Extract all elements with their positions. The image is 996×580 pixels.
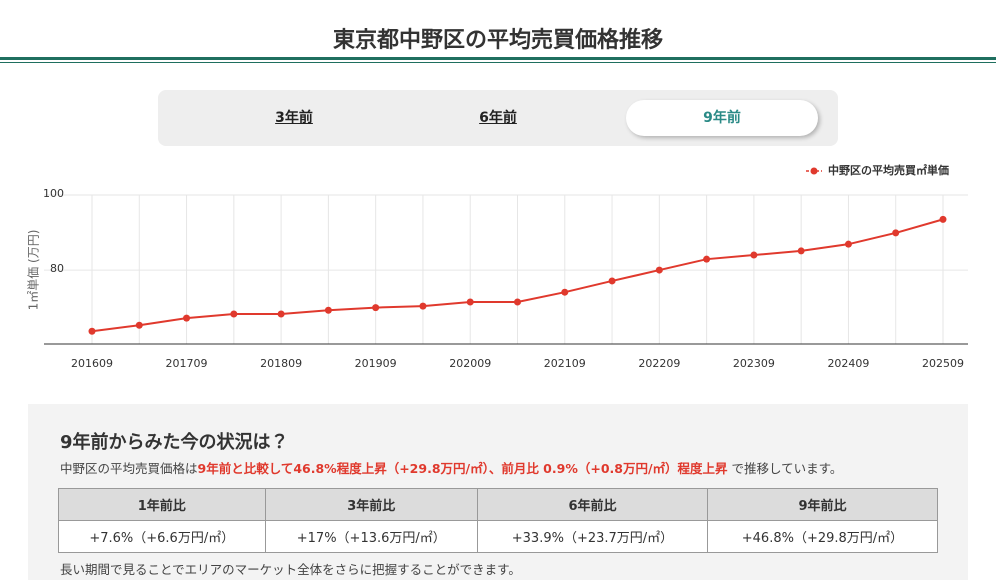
summary-text: 中野区の平均売買価格は9年前と比較して46.8%程度上昇（+29.8万円/㎡）、… <box>60 458 842 477</box>
x-tick-label: 202209 <box>638 357 680 370</box>
row: +7.6%（+6.6万円/㎡） +17%（+13.6万円/㎡） +33.9%（+… <box>58 520 939 553</box>
divider <box>0 57 996 60</box>
cell: +33.9%（+23.7万円/㎡） <box>476 520 708 553</box>
y-axis-label: 1㎡単価 (万円) <box>27 230 41 311</box>
legend-marker <box>810 167 818 175</box>
data-point <box>183 314 191 322</box>
x-tick-label: 202309 <box>733 357 775 370</box>
comparison-table: 1年前比 3年前比 6年前比 9年前比 +7.6%（+6.6万円/㎡） +17%… <box>58 488 939 553</box>
page-title: 東京都中野区の平均売買価格推移 <box>332 28 663 53</box>
data-point <box>419 302 427 310</box>
x-tick-label: 201609 <box>71 357 113 370</box>
y-tick-label: 100 <box>43 187 64 200</box>
cell: +46.8%（+29.8万円/㎡） <box>706 520 939 553</box>
column-header: 1年前比 <box>58 488 266 521</box>
data-point <box>844 240 852 248</box>
summary-panel: 9年前からみた今の状況は？ 中野区の平均売買価格は9年前と比較して46.8%程度… <box>28 404 968 580</box>
note: 長い期間で見ることでエリアのマーケット全体をさらに把握することができます。 <box>60 562 521 577</box>
divider <box>0 62 996 63</box>
tab[interactable]: 3年前 <box>275 110 313 126</box>
data-point <box>230 310 238 318</box>
text: で推移しています。 <box>727 461 843 476</box>
data-point <box>324 306 332 314</box>
x-tick-label: 202109 <box>544 357 586 370</box>
column-header: 6年前比 <box>476 488 708 521</box>
column-header: 9年前比 <box>706 488 939 521</box>
chart: 80 100 1㎡単価 (万円) 201609 201709 201809 201909 20… <box>27 163 968 370</box>
legend-label: 中野区の平均売買㎡単価 <box>828 163 949 177</box>
column-header: 3年前比 <box>264 488 478 521</box>
x-tick-label: 201709 <box>166 357 208 370</box>
data-point <box>277 310 285 318</box>
data-point <box>797 247 805 255</box>
cell: +17%（+13.6万円/㎡） <box>264 520 478 553</box>
header-row: 1年前比 3年前比 6年前比 9年前比 <box>58 488 939 521</box>
data-point <box>514 298 521 306</box>
data-point <box>892 229 900 237</box>
data-point <box>750 251 758 259</box>
data-point <box>88 327 96 335</box>
data-point <box>135 321 143 329</box>
tab-bar: 3年前 6年前 9年前 <box>158 90 838 146</box>
x-tick-label: 201909 <box>355 357 397 370</box>
text: 9年前と比較して46.8%程度上昇（+29.8万円/㎡）、前月比 0.9%（+0… <box>197 461 728 476</box>
x-tick-label: 202009 <box>449 357 491 370</box>
tab[interactable]: 9年前 <box>626 100 818 136</box>
data-point <box>703 255 711 263</box>
data-point <box>939 215 947 223</box>
x-tick-label: 201809 <box>260 357 302 370</box>
data-point <box>608 277 616 285</box>
data-point <box>561 288 569 296</box>
data-point <box>655 266 663 274</box>
cell: +7.6%（+6.6万円/㎡） <box>58 520 266 553</box>
text: 中野区の平均売買価格は <box>60 461 198 476</box>
tab[interactable]: 6年前 <box>479 110 517 126</box>
summary-heading: 9年前からみた今の状況は？ <box>60 432 289 453</box>
data-point <box>372 304 380 312</box>
y-tick-label: 80 <box>50 262 64 275</box>
x-tick-label: 202509 <box>922 357 964 370</box>
x-tick-label: 202409 <box>827 357 869 370</box>
data-point <box>466 298 474 306</box>
